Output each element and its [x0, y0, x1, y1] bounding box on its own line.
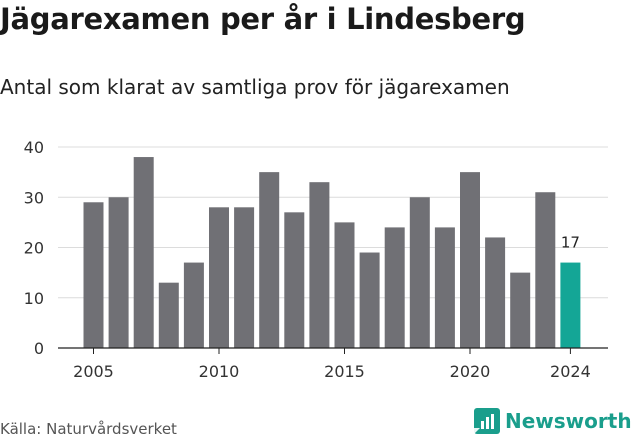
x-tick-label: 2005	[73, 362, 114, 381]
brand-logo[interactable]: Newsworthy	[474, 408, 631, 434]
chart-subtitle: Antal som klarat av samtliga prov för jä…	[0, 75, 510, 99]
brand-name: Newsworthy	[505, 409, 631, 433]
bar-2005	[83, 202, 104, 348]
bar-2010	[209, 207, 229, 348]
y-tick-label: 20	[24, 239, 44, 258]
bar-2008	[158, 282, 179, 348]
y-tick-label: 40	[24, 138, 44, 157]
bars	[83, 157, 581, 348]
bar-2016	[359, 252, 380, 348]
x-tick-label: 2024	[550, 362, 591, 381]
y-tick-label: 30	[24, 188, 44, 207]
bar-2013	[284, 212, 305, 348]
bar-2023	[535, 192, 556, 348]
x-tick-label: 2015	[324, 362, 365, 381]
bar-2011	[234, 207, 255, 348]
y-tick-label: 0	[34, 339, 44, 358]
x-tick-label: 2010	[199, 362, 240, 381]
bar-2015	[334, 222, 355, 348]
y-tick-label: 10	[24, 289, 44, 308]
x-tick-label: 2020	[450, 362, 491, 381]
bar-2022	[510, 272, 531, 348]
chart-title: Jägarexamen per år i Lindesberg	[0, 2, 526, 36]
bar-2006	[108, 197, 129, 348]
bar-2014	[309, 182, 330, 348]
bar-2020	[460, 172, 480, 348]
newsworthy-logo-icon	[474, 408, 500, 434]
source-note: Källa: Naturvårdsverket	[0, 420, 177, 438]
data-label-2024: 17	[561, 234, 580, 252]
x-axis-ticks: 2005 2010 2015 2020 2024	[73, 348, 591, 381]
bar-2017	[384, 227, 405, 348]
y-axis-ticks: 0 10 20 30 40	[24, 138, 44, 358]
bar-2021	[485, 237, 506, 348]
data-labels: 17	[561, 234, 580, 252]
bar-2018	[409, 197, 430, 348]
bar-2009	[183, 262, 204, 348]
bar-2012	[259, 172, 280, 348]
bar-2024	[560, 262, 581, 348]
bar-2007	[133, 157, 154, 348]
bar-2019	[434, 227, 455, 348]
